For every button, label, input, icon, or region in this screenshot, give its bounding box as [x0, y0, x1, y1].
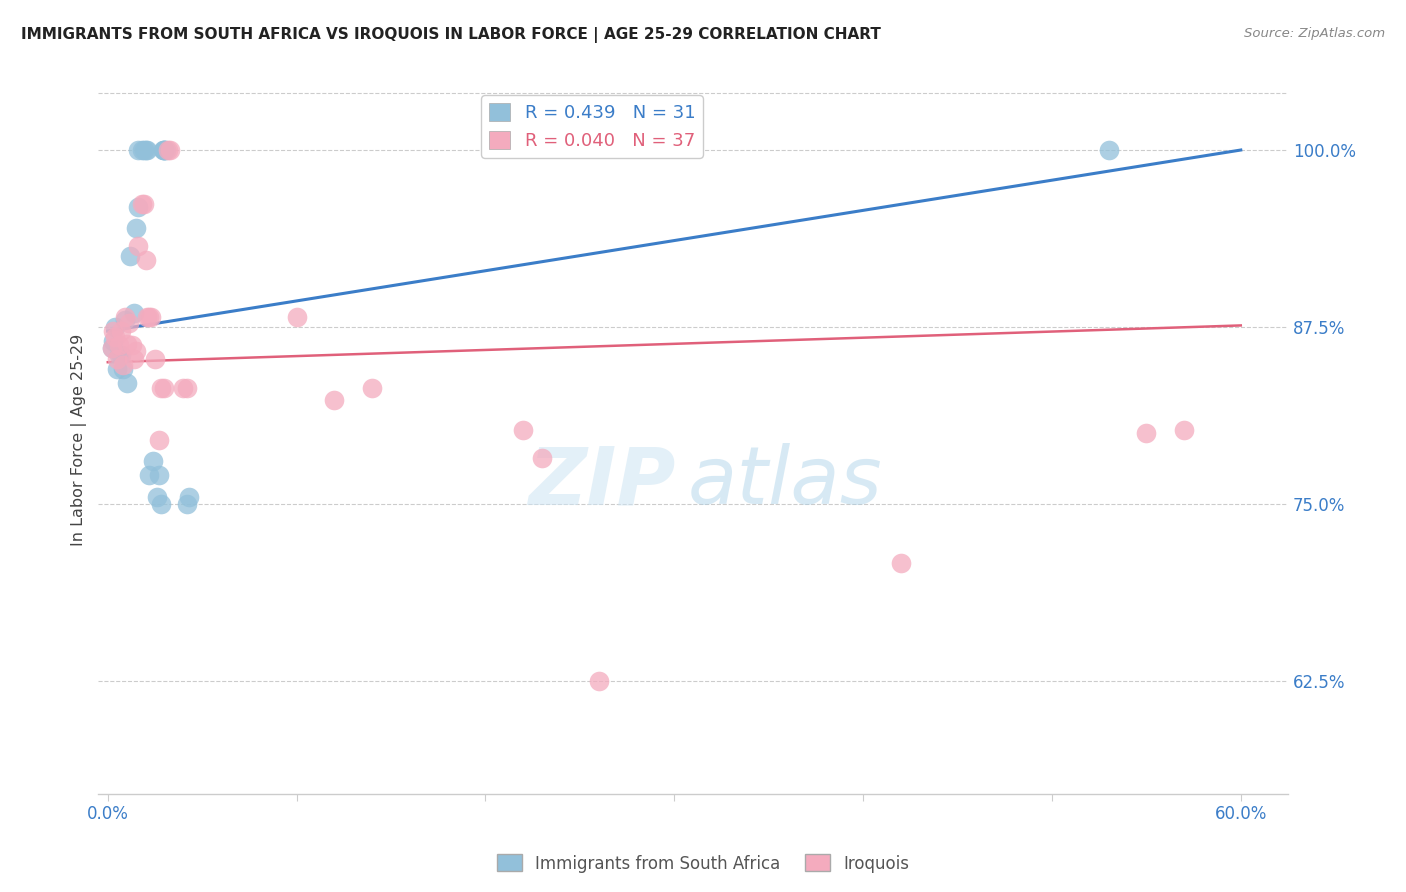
Point: [146, 490, 169, 504]
Point: [100, 341, 122, 355]
Text: atlas: atlas: [688, 443, 882, 522]
Point: [323, 393, 346, 408]
Point: [153, 143, 176, 157]
Point: [141, 310, 163, 324]
Legend: Immigrants from South Africa, Iroquois: Immigrants from South Africa, Iroquois: [489, 847, 917, 880]
Point: [105, 362, 128, 376]
Point: [176, 381, 198, 395]
Point: [361, 381, 384, 395]
Point: [122, 306, 145, 320]
Point: [131, 196, 153, 211]
Point: [100, 341, 122, 355]
Point: [148, 468, 170, 483]
Point: [127, 200, 149, 214]
Point: [138, 310, 160, 324]
Point: [132, 143, 155, 157]
Point: [153, 143, 176, 157]
Point: [127, 239, 149, 253]
Point: [149, 497, 172, 511]
Point: [135, 143, 157, 157]
Point: [157, 143, 180, 157]
Point: [125, 343, 148, 358]
Y-axis label: In Labor Force | Age 25-29: In Labor Force | Age 25-29: [72, 334, 87, 546]
Point: [120, 249, 142, 263]
Point: [135, 253, 157, 268]
Point: [159, 143, 181, 157]
Point: [111, 362, 134, 376]
Point: [1135, 425, 1157, 440]
Point: [177, 490, 200, 504]
Point: [153, 381, 176, 395]
Point: [110, 348, 132, 362]
Point: [153, 143, 176, 157]
Point: [285, 310, 308, 324]
Point: [148, 433, 170, 447]
Legend: R = 0.439   N = 31, R = 0.040   N = 37: R = 0.439 N = 31, R = 0.040 N = 37: [481, 95, 703, 158]
Point: [1097, 143, 1119, 157]
Point: [132, 196, 155, 211]
Point: [104, 330, 127, 344]
Point: [890, 556, 912, 570]
Point: [114, 312, 136, 326]
Point: [121, 338, 143, 352]
Point: [105, 352, 128, 367]
Point: [103, 334, 125, 348]
Text: IMMIGRANTS FROM SOUTH AFRICA VS IROQUOIS IN LABOR FORCE | AGE 25-29 CORRELATION : IMMIGRANTS FROM SOUTH AFRICA VS IROQUOIS…: [21, 27, 882, 43]
Point: [131, 143, 153, 157]
Point: [125, 220, 148, 235]
Point: [122, 352, 145, 367]
Point: [117, 316, 139, 330]
Point: [111, 358, 134, 372]
Point: [136, 310, 159, 324]
Point: [155, 143, 177, 157]
Point: [172, 381, 194, 395]
Point: [110, 324, 132, 338]
Point: [142, 454, 165, 468]
Point: [149, 381, 172, 395]
Point: [114, 310, 136, 324]
Point: [104, 319, 127, 334]
Point: [127, 143, 149, 157]
Point: [1173, 423, 1195, 437]
Point: [176, 497, 198, 511]
Point: [143, 352, 166, 367]
Point: [512, 423, 534, 437]
Point: [152, 143, 174, 157]
Point: [115, 376, 138, 391]
Text: Source: ZipAtlas.com: Source: ZipAtlas.com: [1244, 27, 1385, 40]
Point: [136, 143, 159, 157]
Point: [138, 468, 160, 483]
Point: [531, 451, 554, 466]
Text: ZIP: ZIP: [527, 443, 675, 522]
Point: [108, 348, 131, 362]
Point: [115, 336, 138, 351]
Point: [103, 324, 125, 338]
Point: [108, 338, 131, 352]
Point: [588, 673, 610, 688]
